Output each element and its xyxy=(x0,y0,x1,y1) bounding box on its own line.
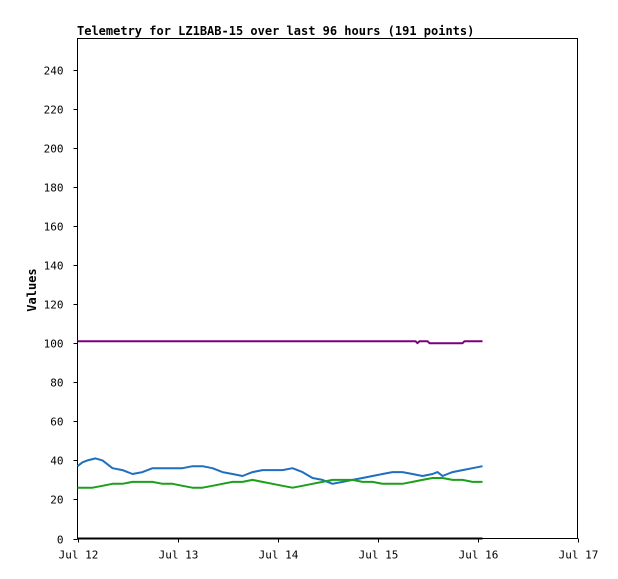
y-tick-label: 200 xyxy=(44,143,64,156)
y-tick-label: 40 xyxy=(50,455,63,468)
x-tick-label: Jul 17 xyxy=(559,549,599,562)
x-axis: Jul 12 Jul 13 Jul 14 Jul 15 Jul 16 Jul 17 xyxy=(59,538,599,562)
series-line-3 xyxy=(77,477,483,489)
series-line-2 xyxy=(76,457,483,485)
y-axis-label: Values xyxy=(25,268,39,311)
chart-title: Telemetry for LZ1BAB-15 over last 96 hou… xyxy=(77,24,474,38)
y-tick-label: 220 xyxy=(44,104,64,117)
y-tick-label: 80 xyxy=(50,377,63,390)
y-tick-label: 60 xyxy=(50,416,63,429)
y-tick-label: 180 xyxy=(44,182,64,195)
y-tick-label: 0 xyxy=(57,534,64,547)
series-layer xyxy=(76,340,483,540)
y-tick-label: 100 xyxy=(44,338,64,351)
y-axis: 0 20 40 60 80 100 120 140 160 180 200 220 240 xyxy=(44,65,78,547)
x-tick-label: Jul 13 xyxy=(159,549,199,562)
y-tick-label: 120 xyxy=(44,299,64,312)
y-tick-label: 160 xyxy=(44,221,64,234)
y-tick-label: 20 xyxy=(50,494,63,507)
x-tick-label: Jul 12 xyxy=(59,549,99,562)
plot-area-frame xyxy=(77,38,578,539)
x-tick-label: Jul 16 xyxy=(459,549,499,562)
y-tick-label: 140 xyxy=(44,260,64,273)
x-tick-label: Jul 14 xyxy=(259,549,299,562)
x-tick-label: Jul 15 xyxy=(359,549,399,562)
series-line-1 xyxy=(77,340,483,345)
y-tick-label: 240 xyxy=(44,65,64,78)
